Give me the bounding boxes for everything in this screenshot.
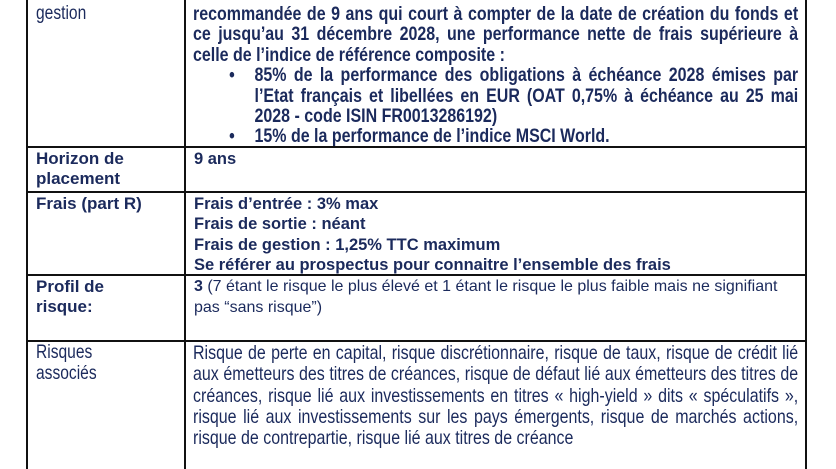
row-value-frais: Frais d’entrée : 3% max Frais de sortie … — [194, 194, 671, 275]
row-label-horizon: Horizon de placement — [36, 149, 124, 188]
fee-line: Frais d’entrée : 3% max — [194, 195, 379, 213]
benchmark-list: • 85% de la performance des obligations à… — [193, 65, 798, 147]
risk-level: 3 — [194, 278, 203, 295]
row-value-risques: Risque de perte en capital, risque discr… — [193, 342, 799, 450]
fee-line: Se référer au prospectus pour connaitre … — [194, 255, 671, 274]
bullet-icon: • — [229, 125, 235, 148]
row-label-profil: Profil de risque: — [36, 277, 105, 316]
row-label-objectif: gestion — [36, 3, 87, 24]
fee-line: Frais de sortie : néant — [194, 215, 366, 234]
benchmark-item: • 15% de la performance de l’indice MSCI … — [229, 125, 610, 148]
row-divider — [26, 274, 807, 276]
row-value-objectif: recommandée de 9 ans qui court à compter… — [193, 4, 798, 147]
row-label-frais: Frais (part R) — [36, 194, 142, 213]
row-label-risques: Risques associés — [36, 342, 97, 384]
benchmark-item: • 85% de la performance des obligations à… — [229, 64, 799, 128]
row-divider — [26, 191, 807, 193]
objective-intro: recommandée de 9 ans qui court à compter… — [193, 3, 799, 66]
table-border-left — [26, 0, 28, 469]
fee-line: Frais de gestion : 1,25% TTC maximum — [194, 235, 501, 254]
table-border-right — [805, 0, 807, 469]
row-value-horizon: 9 ans — [194, 150, 237, 168]
row-value-profil: 3 (7 étant le risque le plus élevé et 1 … — [194, 278, 778, 316]
row-divider — [26, 146, 807, 148]
row-divider — [26, 340, 807, 342]
column-divider — [184, 0, 186, 469]
bullet-icon: • — [229, 64, 235, 87]
